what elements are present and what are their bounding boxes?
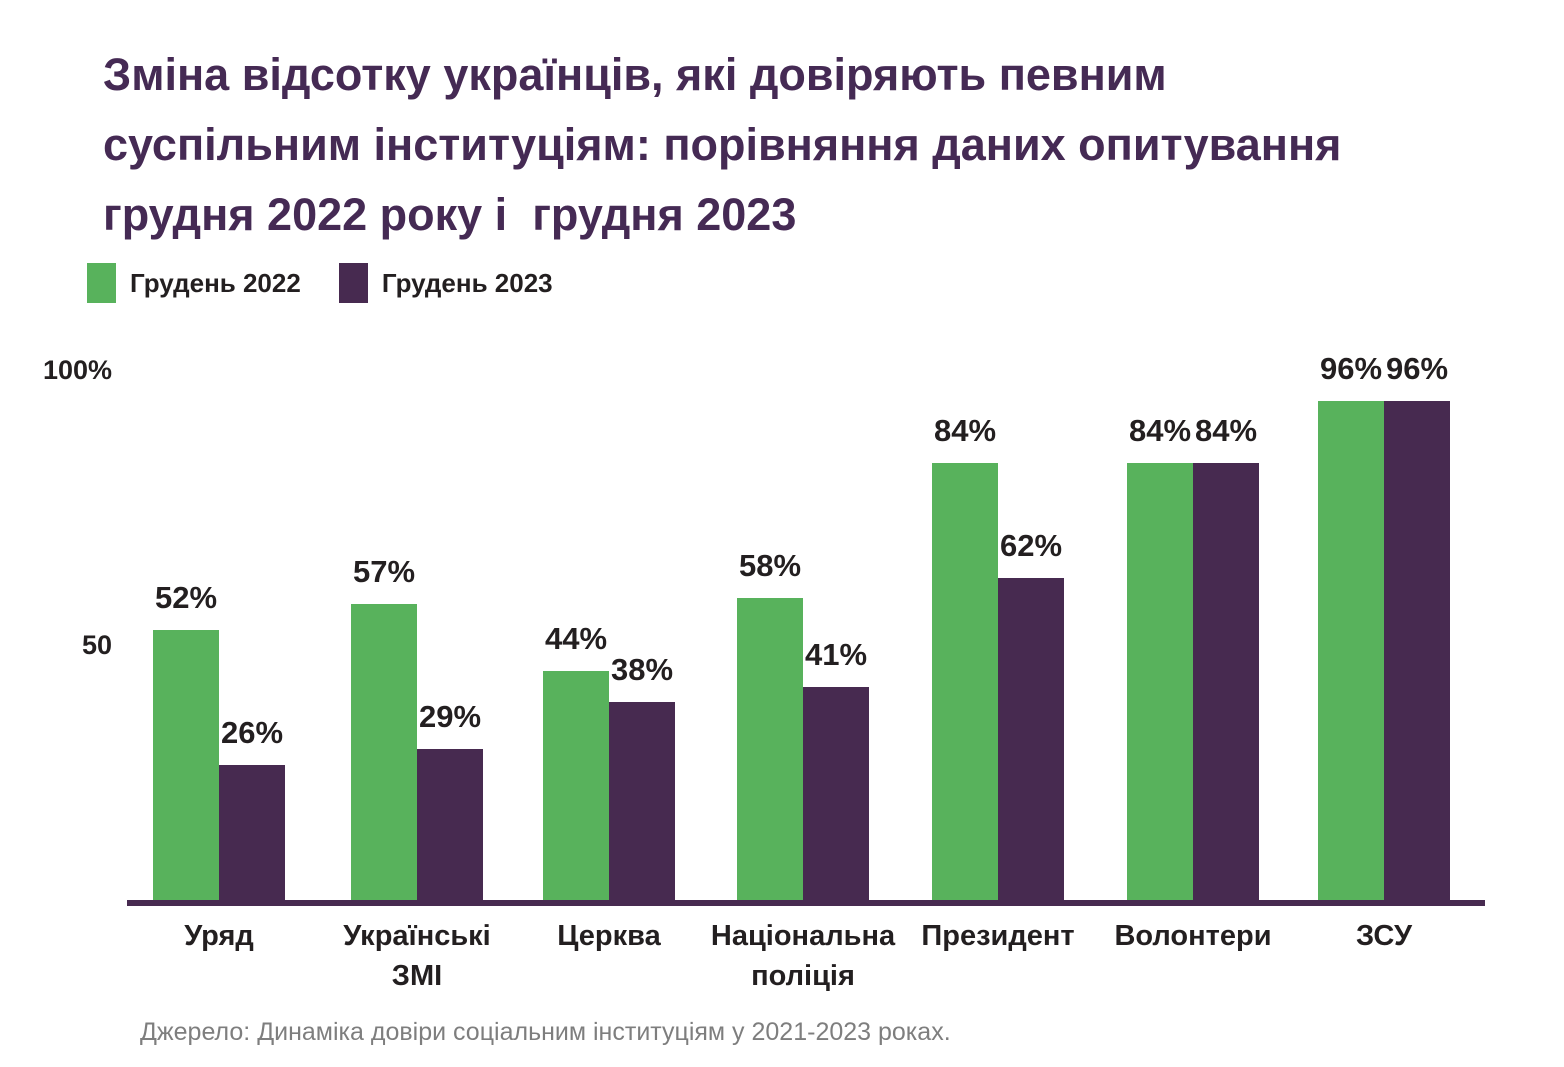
bar-value-label: 26% [220, 715, 284, 750]
category-label: Президент [921, 920, 1075, 952]
category-label: Уряд [184, 920, 254, 952]
chart-bar-2022 [351, 604, 417, 900]
chart-bar-2022 [932, 463, 998, 900]
x-axis-line [127, 900, 1485, 906]
bar-value-label: 38% [610, 652, 674, 687]
legend-swatch-2022 [87, 263, 116, 303]
bar-value-label: 41% [804, 637, 868, 672]
chart-bar-2023 [1193, 463, 1259, 900]
legend: Грудень 2022 Грудень 2023 [87, 263, 553, 303]
bar-value-label: 29% [418, 699, 482, 734]
bar-value-label: 84% [1194, 413, 1258, 448]
y-axis-label-100: 100% [42, 355, 112, 385]
chart-title: Зміна відсотку українців, які довіряють … [103, 49, 1354, 241]
chart-bar-2023 [609, 702, 675, 900]
category-label: ЗСУ [1355, 920, 1413, 952]
bar-value-label: 84% [1128, 413, 1192, 448]
category-label: Волонтери [1114, 920, 1272, 952]
bar-value-label: 96% [1319, 351, 1383, 386]
bar-value-label: 58% [738, 548, 802, 583]
chart-bar-2023 [998, 578, 1064, 900]
chart-bar-2023 [417, 749, 483, 900]
chart-bar-2023 [1384, 401, 1450, 900]
category-label: Національна поліція [710, 920, 896, 992]
legend-label-2022: Грудень 2022 [130, 267, 301, 298]
bar-value-label: 44% [544, 621, 608, 656]
chart-bar-2023 [803, 687, 869, 900]
chart-bar-2022 [153, 630, 219, 900]
chart-bar-2022 [1318, 401, 1384, 900]
category-label: Церква [557, 920, 661, 952]
chart-bar-2022 [1127, 463, 1193, 900]
bar-value-label: 57% [352, 554, 416, 589]
legend-item-2022: Грудень 2022 [87, 263, 301, 303]
legend-label-2023: Грудень 2023 [381, 267, 553, 298]
category-label: Українські ЗМІ [343, 920, 491, 992]
legend-item-2023: Грудень 2023 [338, 263, 553, 303]
source-caption: Джерело: Динаміка довіри соціальним інст… [140, 1018, 951, 1046]
legend-swatch-2023 [338, 263, 368, 303]
bar-value-label: 52% [154, 580, 218, 615]
chart-bar-2023 [219, 765, 285, 900]
bar-value-label: 96% [1385, 351, 1449, 386]
chart-bar-2022 [543, 671, 609, 900]
y-axis-label-50: 50 [81, 630, 112, 660]
bar-value-label: 84% [933, 413, 997, 448]
bar-value-label: 62% [999, 528, 1063, 563]
chart-bar-2022 [737, 598, 803, 900]
